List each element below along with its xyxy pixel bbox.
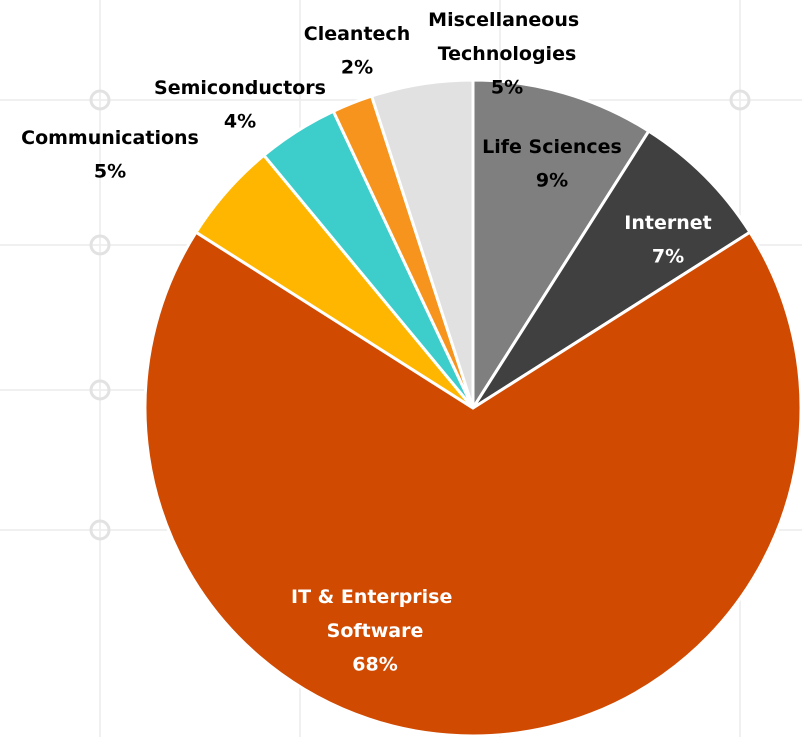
slice-label: Miscellaneous Technologies [428, 9, 586, 65]
slice-value-label: 2% [341, 57, 373, 79]
pie-slice [471, 78, 651, 414]
slice-value-label: 4% [224, 111, 256, 133]
slice-label: Cleantech [304, 23, 410, 45]
slice-value-label: 9% [536, 170, 568, 192]
slice-value-label: 5% [94, 161, 126, 183]
slice-label: Internet [624, 212, 711, 234]
slice-value-label: 5% [491, 77, 523, 99]
pie-slice [471, 128, 753, 410]
slice-value-label: 68% [352, 654, 397, 676]
pie-slice [143, 230, 802, 737]
pie-slice [369, 78, 475, 409]
slice-label: IT & Enterprise Software [291, 586, 459, 642]
slice-label: Life Sciences [482, 136, 622, 158]
slice-label: Semiconductors [154, 77, 326, 99]
slice-label: Communications [21, 127, 199, 149]
slice-value-label: 7% [652, 246, 684, 268]
